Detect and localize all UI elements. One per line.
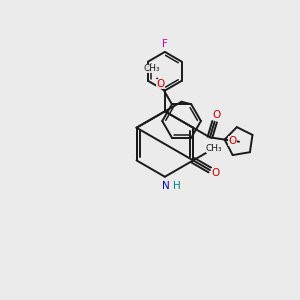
Text: F: F [162, 39, 168, 49]
Text: N: N [163, 181, 170, 191]
Text: O: O [212, 168, 220, 178]
Text: H: H [173, 181, 181, 191]
Text: O: O [228, 136, 237, 146]
Text: CH₃: CH₃ [206, 144, 223, 153]
Text: O: O [212, 110, 220, 120]
Text: O: O [156, 80, 165, 89]
Text: CH₃: CH₃ [143, 64, 160, 73]
